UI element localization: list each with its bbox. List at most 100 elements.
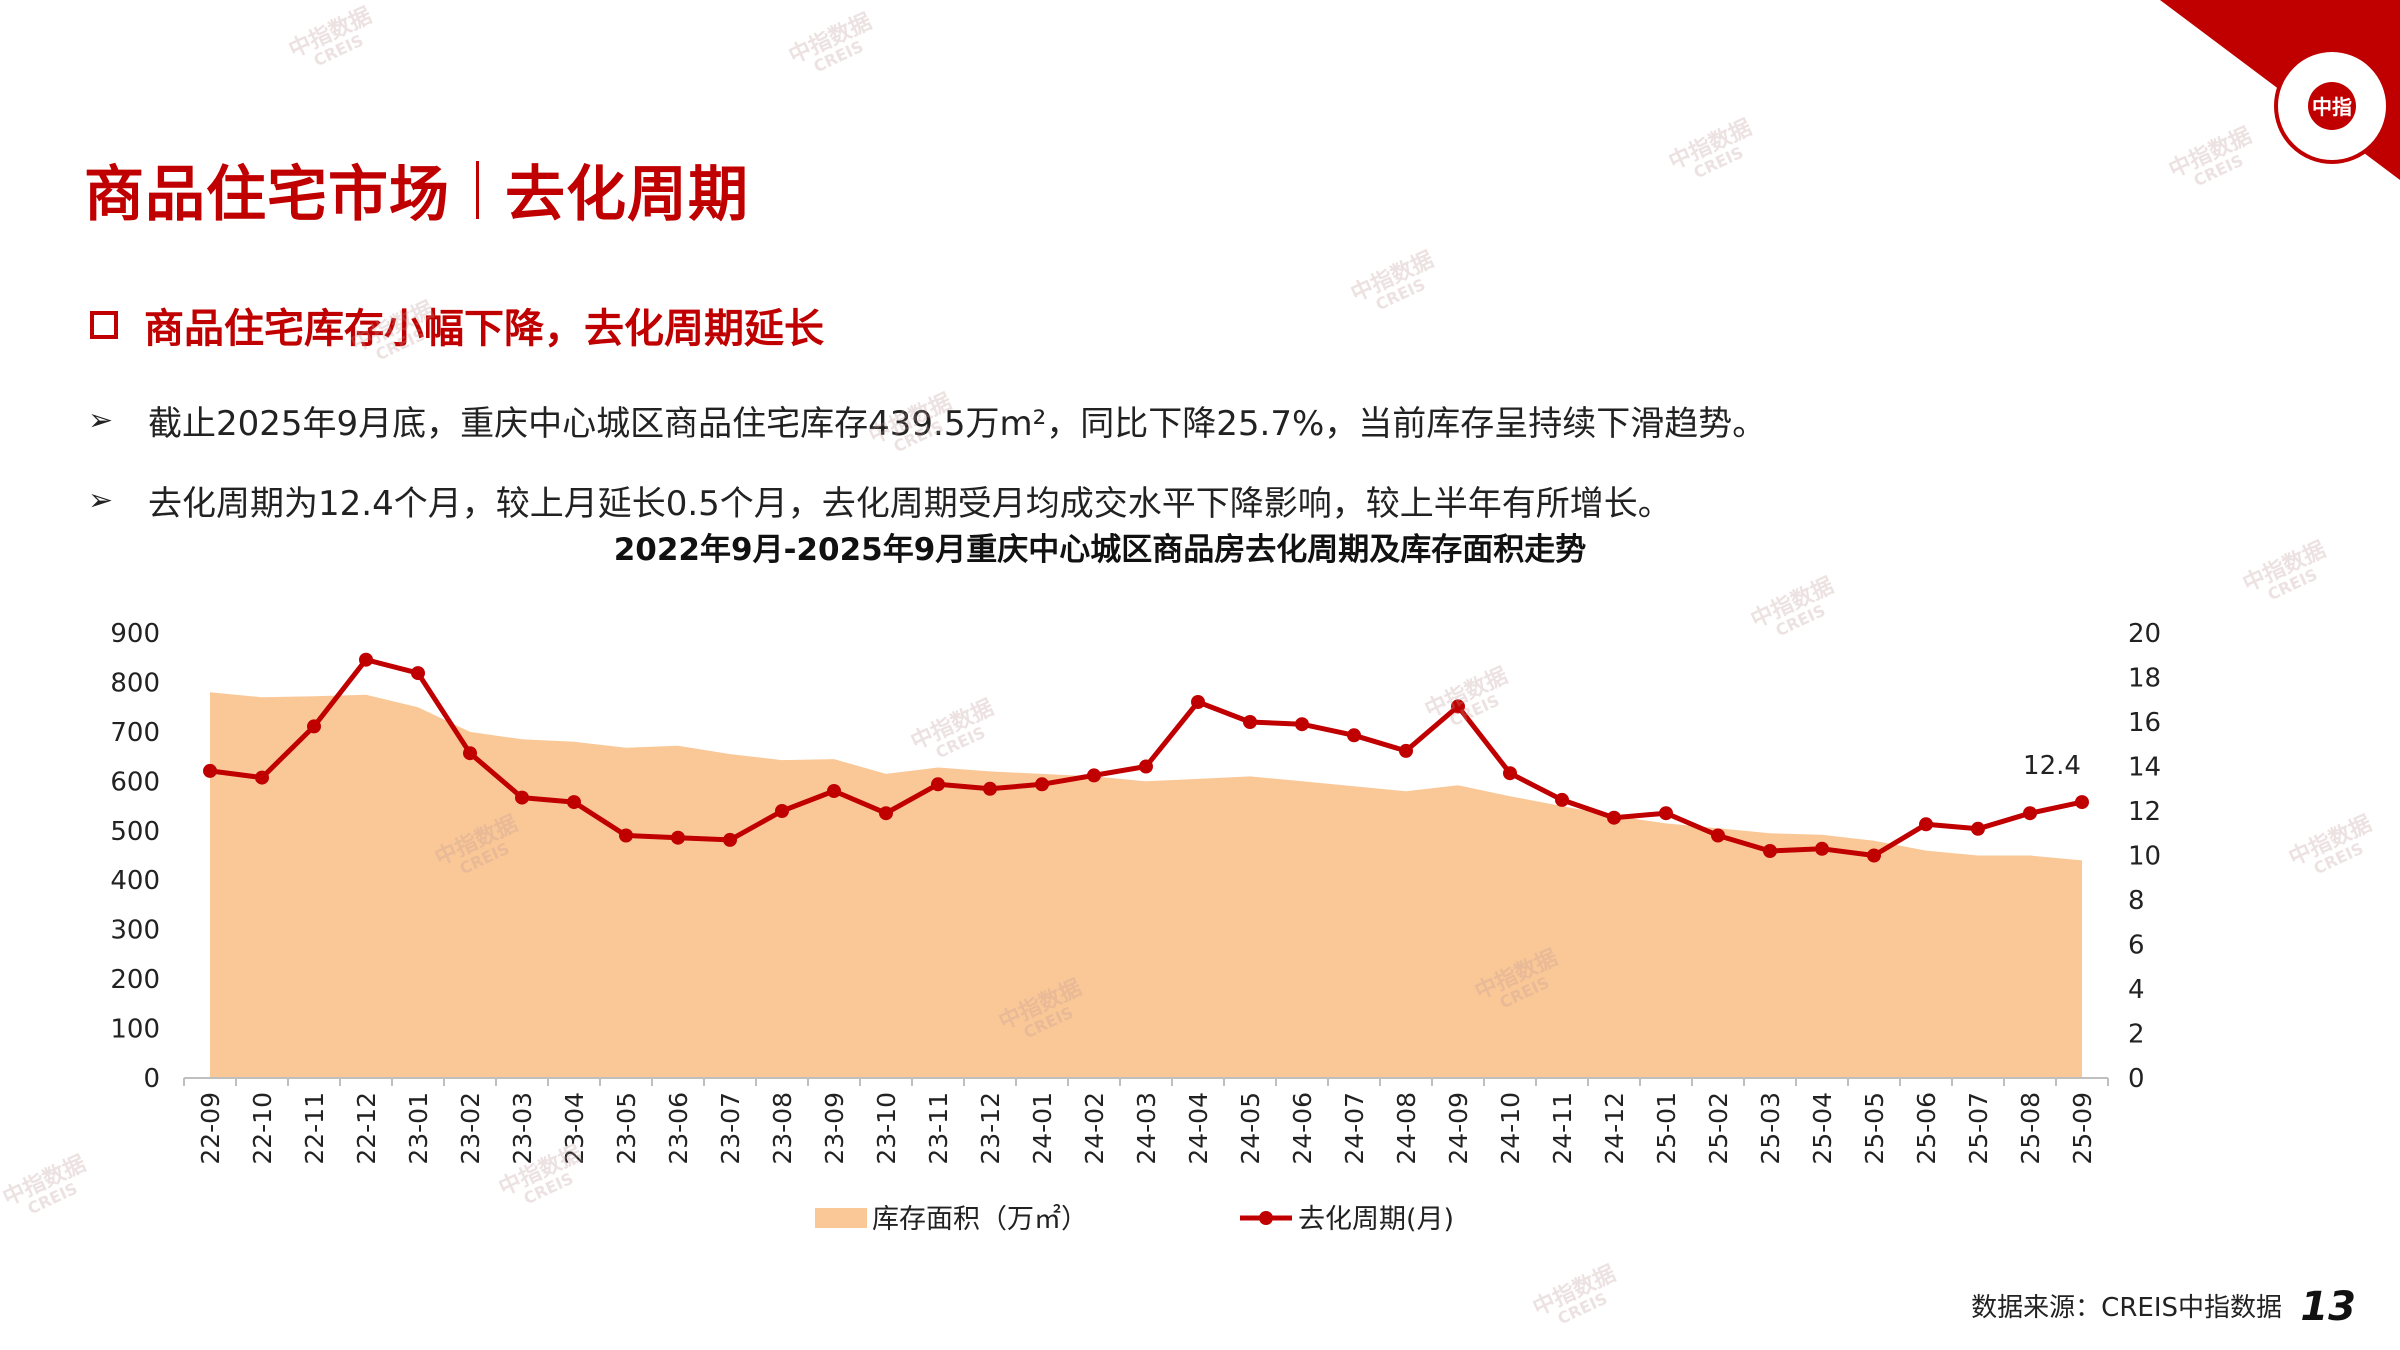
x-tick-label: 25-07 [1964,1092,1993,1165]
y-left-tick-label: 100 [110,1015,160,1045]
line-series-layer: 12.4 [203,652,2089,863]
turnover-period-point [2023,806,2037,821]
title-right: 去化周期 [505,160,749,230]
x-tick-label: 24-11 [1548,1092,1577,1165]
turnover-period-point [1451,699,1465,714]
x-tick-label: 24-01 [1028,1092,1057,1165]
bullet-text: 截止2025年9月底，重庆中心城区商品住宅库存439.5万m²，同比下降25.7… [148,404,1767,444]
turnover-period-point [1503,766,1517,781]
watermark: 中指数据 CREIS [285,3,376,71]
y-left-tick-label: 0 [143,1064,160,1094]
y-right-tick-label: 2 [2128,1020,2145,1050]
turnover-period-point [983,781,997,796]
turnover-period-point [1815,841,1829,856]
x-tick-label: 24-03 [1132,1092,1161,1165]
turnover-period-point [567,795,581,810]
chart-title: 2022年9月-2025年9月重庆中心城区商品房去化周期及库存面积走势 [613,532,1587,568]
turnover-period-point [1087,768,1101,783]
turnover-period-point [255,770,269,785]
y-right-tick-label: 4 [2128,975,2145,1005]
x-tick-label: 23-03 [508,1092,537,1165]
area-series-layer [210,692,2082,1078]
arrow-bullet-icon: ➢ [88,483,114,518]
y-left-tick-label: 700 [110,718,160,748]
turnover-period-point [463,746,477,761]
turnover-period-point [2075,795,2089,810]
y-left-tick-label: 800 [110,668,160,698]
turnover-period-point [1919,817,1933,832]
corner-decoration: 中指 [2160,0,2400,180]
academy-logo: 中指 [2274,48,2390,164]
x-tick-label: 22-09 [196,1092,225,1165]
x-tick-label: 23-10 [872,1092,901,1165]
x-tick-label: 22-12 [352,1092,381,1165]
x-tick-label: 24-06 [1288,1092,1317,1165]
x-tick-label: 25-04 [1808,1092,1837,1165]
logo-center-text: 中指 [2312,95,2352,119]
y-left-tick-label: 200 [110,965,160,995]
turnover-period-point [671,830,685,845]
x-tick-label: 23-04 [560,1092,589,1165]
legend-line-label: 去化周期(月) [1298,1204,1454,1235]
turnover-period-point [1763,844,1777,858]
x-tick-label: 23-05 [612,1092,641,1165]
x-tick-label: 25-01 [1652,1092,1681,1165]
subheading-text: 商品住宅库存小幅下降，去化周期延长 [144,306,824,352]
subheading: 商品住宅库存小幅下降，去化周期延长 [90,296,824,354]
legend-line-marker [1259,1211,1273,1225]
y-left-tick-label: 500 [110,817,160,847]
y-right-tick-label: 14 [2128,753,2161,783]
turnover-period-point [411,666,425,681]
y-right-tick-label: 20 [2128,619,2161,649]
x-tick-label: 24-04 [1184,1092,1213,1165]
turnover-period-point [1347,728,1361,743]
y-left-tick-label: 900 [110,619,160,649]
turnover-period-point [1399,743,1413,758]
watermark: 中指数据 CREIS [2239,537,2330,605]
x-tick-label: 23-09 [820,1092,849,1165]
x-tick-label: 23-01 [404,1092,433,1165]
turnover-period-point [1555,792,1569,807]
x-tick-label: 22-10 [248,1092,277,1165]
y-left-tick-label: 600 [110,767,160,797]
turnover-period-point [1711,828,1725,843]
x-tick-label: 23-07 [716,1092,745,1165]
x-tick-label: 24-08 [1392,1092,1421,1165]
y-right-tick-label: 12 [2128,797,2161,827]
y-left-tick-label: 400 [110,866,160,896]
combo-chart: 22-09 22-10 22-11 22-12 23-01 23-02 23-03 23-04… [110,619,2161,1235]
turnover-period-point [723,832,737,847]
x-tick-label: 25-02 [1704,1092,1733,1165]
x-tick-label: 24-07 [1340,1092,1369,1165]
turnover-period-point [307,719,321,734]
x-tick-label: 25-09 [2068,1092,2097,1165]
x-tick-label: 25-03 [1756,1092,1785,1165]
x-tick-label: 24-12 [1600,1092,1629,1165]
turnover-period-point [1971,821,1985,836]
turnover-period-point [931,777,945,792]
turnover-period-point [1139,759,1153,774]
page-number: 13 [2300,1284,2356,1330]
turnover-period-point [879,806,893,821]
watermark: 中指数据 CREIS [785,9,876,77]
legend-area-swatch [815,1208,867,1228]
turnover-period-point [515,790,529,805]
x-tick-label: 23-08 [768,1092,797,1165]
arrow-bullet-icon: ➢ [88,403,114,438]
y-right-tick-label: 6 [2128,931,2145,961]
page-title: 商品住宅市场 去化周期 [84,146,749,233]
bullet-item: ➢ 去化周期为12.4个月，较上月延长0.5个月，去化周期受月均成交水平下降影响… [88,476,1672,525]
turnover-period-point [1607,810,1621,825]
axis-layer: 22-09 22-10 22-11 22-12 23-01 23-02 23-03 23-04… [110,619,2161,1165]
square-bullet-icon [90,311,118,339]
turnover-period-point [1295,717,1309,732]
x-tick-label: 24-05 [1236,1092,1265,1165]
turnover-period-point [1035,777,1049,792]
turnover-period-point [1867,848,1881,863]
turnover-period-point [827,784,841,798]
y-right-tick-label: 10 [2128,842,2161,872]
x-tick-label: 23-12 [976,1092,1005,1165]
bullet-item: ➢ 截止2025年9月底，重庆中心城区商品住宅库存439.5万m²，同比下降25… [88,396,1766,445]
bullet-text: 去化周期为12.4个月，较上月延长0.5个月，去化周期受月均成交水平下降影响，较… [148,484,1672,524]
x-tick-label: 24-02 [1080,1092,1109,1165]
